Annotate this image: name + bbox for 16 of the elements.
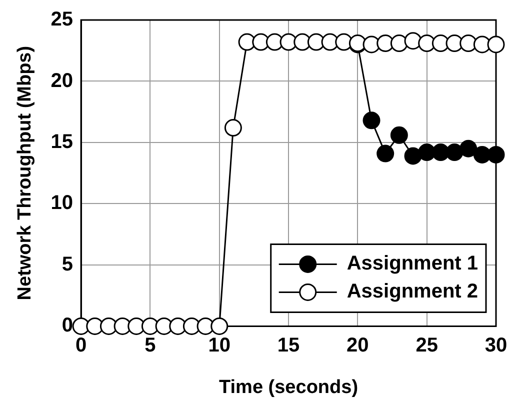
y-axis-title: Network Throughput (Mbps)	[14, 46, 36, 300]
x-tick-label: 30	[484, 334, 508, 357]
x-tick-label: 5	[144, 334, 156, 357]
y-tick-label: 20	[50, 70, 74, 92]
y-tick-label: 0	[62, 314, 74, 337]
y-tick-label: 25	[50, 8, 74, 31]
legend-label: Assignment 1	[346, 252, 478, 275]
y-tick-label: 10	[50, 192, 74, 214]
x-tick-label: 20	[346, 334, 369, 357]
x-tick-label: 15	[277, 334, 300, 357]
x-tick-label: 10	[208, 334, 230, 357]
y-tick-label: 15	[50, 130, 74, 153]
x-tick-label: 25	[416, 334, 438, 357]
legend-label: Assignment 2	[346, 280, 478, 303]
x-axis-title: Time (seconds)	[219, 376, 358, 398]
y-tick-label: 5	[62, 253, 74, 276]
